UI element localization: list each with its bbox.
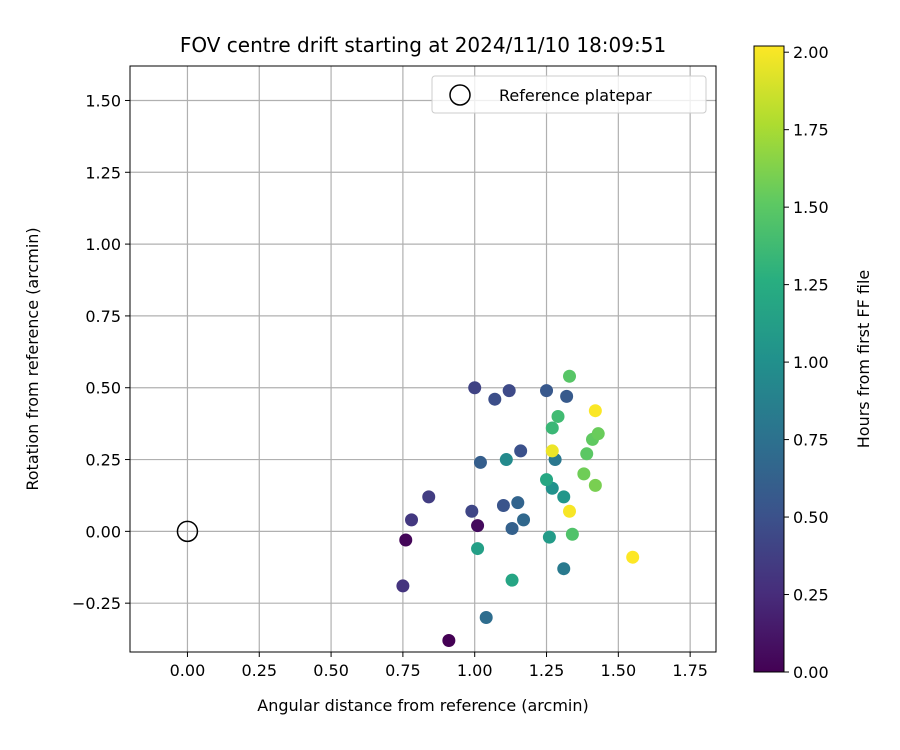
data-point bbox=[496, 499, 510, 512]
x-tick-label: 1.25 bbox=[529, 661, 565, 680]
colorbar-tick-label: 0.25 bbox=[793, 586, 829, 605]
data-point bbox=[488, 392, 502, 406]
data-point bbox=[479, 611, 493, 625]
data-point bbox=[471, 542, 485, 556]
data-point bbox=[545, 444, 559, 458]
y-tick-label: 0.25 bbox=[85, 451, 121, 470]
data-point bbox=[517, 513, 531, 527]
data-point bbox=[580, 447, 594, 461]
data-point bbox=[563, 369, 576, 383]
data-point bbox=[473, 455, 487, 469]
data-point bbox=[565, 527, 579, 541]
colorbar-ticks: 0.00 0.25 0.50 0.75 1.00 1.25 1.50 1.75 2.00 bbox=[784, 43, 829, 682]
data-point bbox=[465, 504, 479, 518]
y-axis-label: Rotation from reference (arcmin) bbox=[23, 227, 42, 490]
grid-lines bbox=[130, 66, 716, 652]
y-tick-label: 0.50 bbox=[85, 379, 121, 398]
data-point bbox=[577, 467, 591, 481]
data-point bbox=[499, 453, 513, 467]
data-point bbox=[557, 562, 571, 576]
data-point bbox=[471, 519, 485, 533]
legend-marker-reference bbox=[449, 84, 471, 106]
x-tick-label: 0.50 bbox=[313, 661, 349, 680]
colorbar-tick-label: 1.50 bbox=[793, 198, 829, 217]
data-point bbox=[591, 427, 605, 441]
data-point bbox=[545, 421, 559, 435]
data-point bbox=[396, 579, 410, 593]
legend-box bbox=[431, 75, 707, 114]
colorbar-gradient bbox=[753, 45, 785, 673]
plot-area bbox=[129, 65, 717, 653]
data-point bbox=[540, 384, 554, 398]
data-point bbox=[542, 530, 556, 544]
y-tick-label: 1.00 bbox=[85, 235, 121, 254]
data-point bbox=[514, 444, 528, 458]
colorbar-tick-label: 1.25 bbox=[793, 276, 829, 295]
plot-frame bbox=[129, 65, 717, 653]
colorbar-tick-label: 0.50 bbox=[793, 508, 829, 527]
colorbar-tick-label: 1.00 bbox=[793, 353, 829, 372]
chart-title: FOV centre drift starting at 2024/11/10 … bbox=[180, 33, 666, 57]
y-tick-label: 0.75 bbox=[85, 307, 121, 326]
colorbar-tick-label: 1.75 bbox=[793, 121, 829, 140]
colorbar-label: Hours from first FF file bbox=[854, 270, 873, 449]
legend: Reference platepar bbox=[431, 75, 707, 114]
data-point bbox=[505, 573, 519, 587]
data-point bbox=[588, 404, 602, 418]
x-tick-label: 0.00 bbox=[170, 661, 206, 680]
data-point bbox=[442, 634, 456, 648]
data-point bbox=[557, 490, 571, 504]
legend-label-reference: Reference platepar bbox=[499, 86, 652, 105]
reference-layer bbox=[176, 520, 199, 543]
data-point bbox=[588, 478, 602, 492]
colorbar: 0.00 0.25 0.50 0.75 1.00 1.25 1.50 1.75 2.00 Hou… bbox=[753, 43, 873, 682]
data-point bbox=[560, 389, 574, 403]
y-tick-label: −0.25 bbox=[72, 594, 121, 613]
data-point bbox=[563, 504, 576, 518]
data-point bbox=[468, 381, 482, 395]
data-point bbox=[405, 513, 419, 527]
data-point bbox=[551, 409, 565, 423]
colorbar-tick-label: 0.00 bbox=[793, 663, 829, 682]
points-layer bbox=[396, 369, 640, 648]
x-tick-label: 0.75 bbox=[385, 661, 421, 680]
y-tick-label: 0.00 bbox=[85, 522, 121, 541]
y-tick-label: 1.25 bbox=[85, 163, 121, 182]
colorbar-tick-label: 0.75 bbox=[793, 431, 829, 450]
colorbar-tick-label: 2.00 bbox=[793, 43, 829, 62]
data-point bbox=[422, 490, 436, 504]
data-point bbox=[540, 473, 554, 487]
x-tick-label: 1.75 bbox=[672, 661, 708, 680]
data-point bbox=[511, 496, 525, 510]
y-tick-label: 1.50 bbox=[85, 91, 121, 110]
data-point bbox=[505, 521, 519, 535]
plot-background bbox=[130, 66, 716, 652]
x-tick-label: 1.50 bbox=[601, 661, 637, 680]
x-axis-label: Angular distance from reference (arcmin) bbox=[257, 696, 588, 715]
x-tick-label: 1.00 bbox=[457, 661, 493, 680]
data-point bbox=[399, 533, 413, 547]
reference-platepar-marker bbox=[176, 520, 199, 543]
data-point bbox=[502, 384, 516, 398]
x-axis-ticks: 0.00 0.25 0.50 0.75 1.00 1.25 1.50 1.75 bbox=[170, 652, 708, 680]
x-tick-label: 0.25 bbox=[241, 661, 277, 680]
y-axis-ticks: −0.25 0.00 0.25 0.50 0.75 1.00 1.25 1.50 bbox=[72, 91, 130, 613]
data-point bbox=[626, 550, 640, 564]
